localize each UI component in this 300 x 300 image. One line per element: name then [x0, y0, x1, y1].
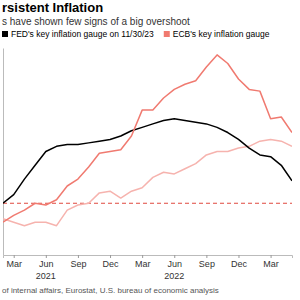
x-tick-label: Dec	[231, 259, 248, 269]
x-tick: Jun	[168, 255, 183, 269]
x-tick-label: Dec	[103, 259, 120, 269]
x-tick: Mar	[263, 255, 279, 269]
series-line	[3, 55, 292, 222]
legend-label: ECB's key inflation gauge	[173, 29, 270, 39]
x-tick-mark	[46, 255, 47, 258]
x-tick-mark	[142, 255, 143, 258]
x-tick-mark	[174, 255, 175, 258]
x-tick: Mar	[135, 255, 151, 269]
x-tick-label: Sep	[199, 259, 215, 269]
x-tick: Jun	[39, 255, 54, 269]
x-tick-label: Jun	[39, 259, 54, 269]
x-tick-label: Jun	[168, 259, 183, 269]
x-tick-mark	[78, 255, 79, 258]
legend-label: FED's key inflation gauge on 11/30/23	[11, 29, 154, 39]
x-tick-label: Mar	[135, 259, 151, 269]
x-tick-label: Mar	[6, 259, 22, 269]
y-axis-line	[3, 49, 4, 256]
series-line	[3, 119, 292, 204]
year-label: 2022	[164, 271, 184, 281]
title: rsistent Inflation	[2, 0, 103, 15]
y-axis	[3, 49, 4, 256]
source: of internal affairs, Eurostat, U.S. bure…	[2, 286, 219, 295]
x-tick-mark	[238, 255, 239, 258]
plot-area	[3, 55, 292, 226]
x-tick: Mar	[6, 255, 22, 269]
x-axis-line	[4, 256, 293, 259]
chart: rsistent Inflations have shown few signs…	[0, 0, 300, 300]
x-tick: Sep	[70, 255, 86, 269]
x-axis: Mar Jun Sep Dec Mar Jun Sep Dec Mar	[4, 255, 293, 269]
reference-line	[3, 203, 292, 204]
x-tick-label: Mar	[263, 259, 279, 269]
legend-swatch	[164, 31, 170, 37]
legend: FED's key inflation gauge on 11/30/23 ECB…	[2, 29, 270, 39]
x-tick-mark	[14, 255, 15, 258]
legend-swatch	[2, 31, 8, 37]
year-label: 2021	[36, 271, 56, 281]
subtitle: s have shown few signs of a big overshoo…	[2, 16, 190, 27]
x-tick: Sep	[199, 255, 215, 269]
x-tick-mark	[271, 255, 272, 258]
x-tick: Dec	[231, 255, 248, 269]
x-tick-mark	[110, 255, 111, 258]
x-tick: Dec	[103, 255, 120, 269]
x-tick-label: Sep	[70, 259, 86, 269]
x-tick-mark	[206, 255, 207, 258]
series-line	[3, 139, 292, 225]
